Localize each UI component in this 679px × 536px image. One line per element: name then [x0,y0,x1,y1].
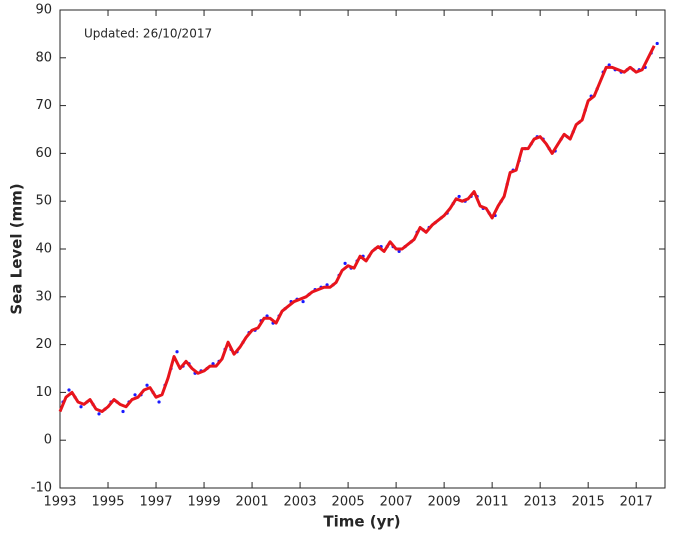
x-tick-label: 2015 [572,495,605,510]
x-tick-label: 2003 [284,495,317,510]
x-tick-label: 2005 [332,495,365,510]
trend-line [58,45,656,414]
data-point [97,412,101,416]
data-point [175,350,179,354]
y-axis-title: Sea Level (mm) [8,183,26,314]
data-point [607,63,611,67]
y-tick-label: 10 [35,385,52,400]
x-tick-label: 2001 [236,495,269,510]
data-point [133,393,137,397]
data-point [655,41,659,46]
data-point [67,388,71,392]
data-point [157,400,161,404]
x-axis-title: Time (yr) [323,513,400,531]
x-tick-label: 2013 [524,495,557,510]
y-tick-label: 50 [35,194,52,209]
data-point [211,362,215,366]
data-point [397,249,401,253]
y-tick-label: 0 [44,433,52,448]
y-tick-label: 30 [35,289,52,304]
data-point [301,299,305,304]
y-tick-label: 40 [35,242,52,257]
x-tick-label: 2007 [380,495,413,510]
data-point [457,194,461,199]
x-tick-label: 2009 [428,495,461,510]
x-tick-label: 1995 [91,495,124,510]
data-point [145,383,149,387]
x-tick-label: 1993 [43,495,76,510]
y-tick-label: 60 [35,146,52,161]
data-point [343,261,347,265]
y-tick-label: 70 [35,98,52,113]
data-point [121,409,125,414]
x-tick-label: 2011 [476,495,509,510]
y-tick-label: -10 [31,481,52,496]
y-tick-label: 20 [35,337,52,352]
x-tick-label: 1999 [188,495,221,510]
y-tick-label: 90 [35,3,52,18]
data-point [265,314,269,318]
y-tick-label: 80 [35,50,52,65]
x-tick-label: 1997 [139,495,172,510]
x-tick-label: 2017 [620,495,653,510]
annotation: Updated: 26/10/2017 [84,27,212,41]
plot-frame [59,9,666,489]
data-point [79,405,83,409]
data-point [325,283,329,287]
